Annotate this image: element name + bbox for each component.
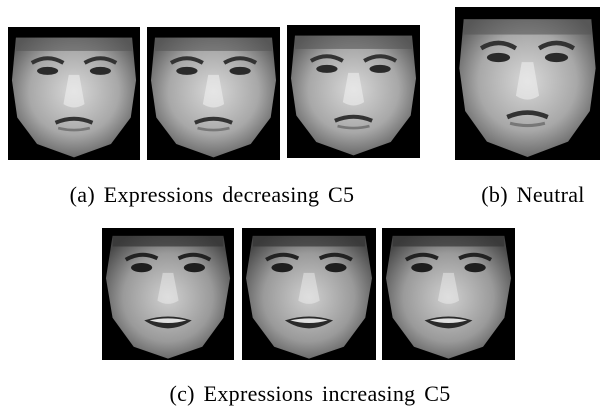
figure: (a) Expressions decreasing C5 (b) Neutra…	[0, 0, 608, 409]
face-image	[147, 27, 280, 160]
face-image	[455, 7, 600, 160]
face-image	[8, 27, 140, 160]
face-image	[102, 228, 234, 360]
caption: (b) Neutral	[481, 182, 584, 208]
caption: (c) Expressions increasing C5	[169, 381, 450, 407]
face-image	[287, 25, 420, 158]
caption: (a) Expressions decreasing C5	[70, 182, 355, 208]
face-image	[242, 228, 376, 360]
face-image	[382, 228, 515, 360]
